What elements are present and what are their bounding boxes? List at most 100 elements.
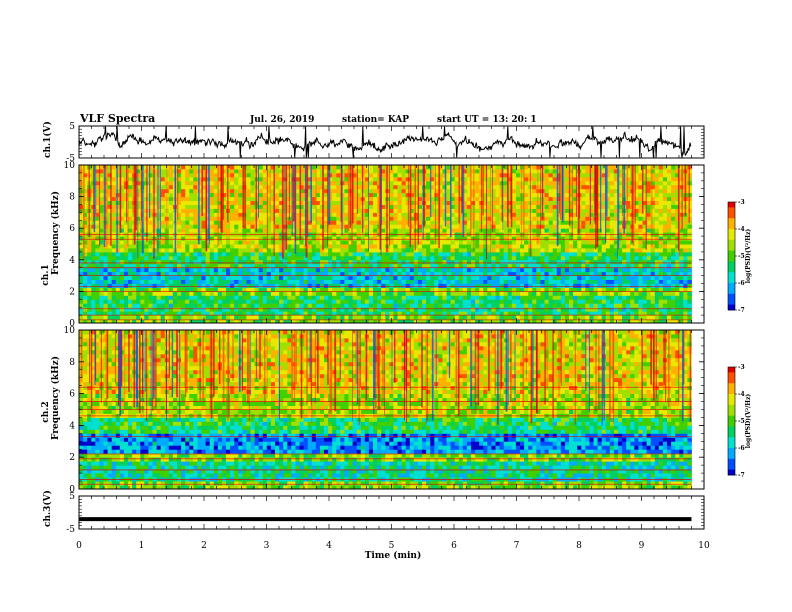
ch2-spectrogram-panel: 0 2 4 6 8 10 <box>64 326 705 495</box>
ch2-colorbar-swatch <box>728 435 735 438</box>
ch2-spec-streaks <box>80 330 691 426</box>
ch2-colorbar-swatch <box>728 451 735 454</box>
ch2-colorbar-swatch <box>728 428 735 431</box>
ch1-spec-ytick-label: 0 <box>69 319 75 329</box>
ch1-colorbar-swatch <box>728 245 735 248</box>
ch2-colorbar-swatch <box>728 388 735 391</box>
ch2-spec-ytick-label: 10 <box>64 326 76 336</box>
x-tick-label: 1 <box>139 541 145 551</box>
ch2-colorbar-swatch <box>728 404 735 407</box>
ch2-colorbar-swatch <box>728 392 735 395</box>
ch1-colorbar-swatch <box>728 211 735 214</box>
ch2-colorbar-swatch <box>728 399 735 402</box>
x-tick-label: 7 <box>514 541 520 551</box>
ch1-colorbar-swatch <box>728 248 735 251</box>
ch2-colorbar-swatch <box>728 440 735 443</box>
ch1-spectrogram-panel: 0 2 4 6 8 10 <box>64 161 705 329</box>
ch1-spec-ytick-label: 2 <box>69 287 75 297</box>
ch1-colorbar-swatch <box>728 274 735 277</box>
x-tick-label: 4 <box>326 541 332 551</box>
ch1-colorbar-swatch <box>728 256 735 259</box>
ch2-colorbar-swatch <box>728 383 735 386</box>
ch1-colorbar-swatch <box>728 223 735 226</box>
x-tick-label: 0 <box>76 541 82 551</box>
ch1-colorbar-swatch <box>728 290 735 293</box>
ch2-spec-ytick-label: 0 <box>69 485 75 495</box>
ch1-colorbar-swatch <box>728 306 735 309</box>
ch1-colorbar-swatch <box>728 259 735 262</box>
ch1-colorbar-swatch <box>728 212 735 215</box>
ch2-colorbar-swatch <box>728 379 735 382</box>
ch2-spec-ytick-label: 4 <box>69 421 75 431</box>
ch2-colorbar-swatch <box>728 376 735 379</box>
ch2-colorbar-swatch <box>728 449 735 452</box>
ch1-colorbar-swatch <box>728 261 735 264</box>
x-tick-label: 8 <box>576 541 582 551</box>
ch1-colorbar-swatch <box>728 257 735 260</box>
ch2-spec-ylabel-frequency: Frequency (kHz) <box>50 356 61 440</box>
ch2-colorbar-swatch <box>728 394 735 397</box>
ch1-colorbar-tick-label: -5 <box>738 253 745 260</box>
ch3-ylabel: ch.3(V) <box>42 490 53 527</box>
ch2-colorbar-swatch <box>728 424 735 427</box>
ch2-colorbar-swatch <box>728 415 735 418</box>
ch1-spec-ylabel-channel: ch.1 <box>41 264 51 285</box>
ch1-colorbar-swatch <box>728 295 735 298</box>
ch1-colorbar-swatch <box>728 239 735 242</box>
ch2-colorbar-swatch <box>728 403 735 406</box>
ch2-colorbar-tick-label: -6 <box>738 445 745 452</box>
ch2-colorbar-swatch <box>728 446 735 449</box>
ch2-colorbar-swatch <box>728 419 735 422</box>
date-label: Jul. 26, 2019 <box>249 115 314 125</box>
ch2-spec-ytick-label: 8 <box>69 358 75 368</box>
ch1-colorbar-swatch <box>728 304 735 307</box>
ch1-colorbar-swatch <box>728 209 735 212</box>
ch1-colorbar-swatch <box>728 275 735 278</box>
ch2-colorbar-swatch <box>728 442 735 445</box>
ch1-colorbar-tick-label: -6 <box>738 280 745 287</box>
ch2-colorbar-swatch <box>728 408 735 411</box>
ch1-colorbar-swatch <box>728 205 735 208</box>
x-tick-label: 10 <box>698 541 710 551</box>
ch2-colorbar-tick-label: -3 <box>738 364 745 371</box>
ch2-colorbar-swatch <box>728 458 735 461</box>
x-axis-label: Time (min) <box>365 550 422 561</box>
ch1-colorbar-swatch <box>728 284 735 287</box>
ch1-spec-ytick-label: 6 <box>69 224 75 234</box>
ch1-colorbar-swatch <box>728 283 735 286</box>
ch2-colorbar-swatch <box>728 437 735 440</box>
ch1-spec-streaks <box>80 165 690 260</box>
ch2-colorbar-swatch <box>728 377 735 380</box>
ch1-colorbar-swatch <box>728 229 735 232</box>
ch1-colorbar-swatch <box>728 252 735 255</box>
ch1-colorbar-swatch <box>728 272 735 275</box>
ch1-colorbar-swatch <box>728 207 735 210</box>
ch1-colorbar-swatch <box>728 301 735 304</box>
ch1-colorbar-swatch <box>728 241 735 244</box>
ch2-colorbar-swatch <box>728 457 735 460</box>
ch1-ylabel: ch.1(V) <box>42 121 53 158</box>
ch1-colorbar-swatch <box>728 247 735 250</box>
station-label: station= KAP <box>342 115 409 125</box>
time-axis: 0 1 2 3 4 5 6 7 8 9 10 <box>76 541 710 551</box>
ch2-colorbar-tick-label: -4 <box>738 391 745 398</box>
ch1-spec-ytick-label: 4 <box>69 256 75 266</box>
ch2-colorbar-swatch <box>728 374 735 377</box>
ch2-colorbar-swatch <box>728 455 735 458</box>
ch2-colorbar-swatch <box>728 406 735 409</box>
ch2-colorbar-swatch <box>728 397 735 400</box>
ch2-colorbar-swatch <box>728 462 735 465</box>
ch2-colorbar-swatch <box>728 368 735 371</box>
ch1-colorbar-swatch <box>728 277 735 280</box>
x-tick-label: 6 <box>451 541 457 551</box>
start-time-label: start UT = 13: 20: 1 <box>437 115 537 125</box>
ch2-colorbar-swatch <box>728 469 735 472</box>
ch1-colorbar-swatch <box>728 238 735 241</box>
ch1-colorbar-swatch <box>728 302 735 305</box>
ch2-spec-ylabel-channel: ch.2 <box>41 401 51 422</box>
ch1-colorbar-swatch <box>728 214 735 217</box>
ch2-colorbar-swatch <box>728 386 735 389</box>
ch2-colorbar-swatch <box>728 439 735 442</box>
ch1-colorbar-label: log(PSD)(V²/Hz) <box>745 229 752 284</box>
ch3-ytick-label: -5 <box>66 525 75 535</box>
